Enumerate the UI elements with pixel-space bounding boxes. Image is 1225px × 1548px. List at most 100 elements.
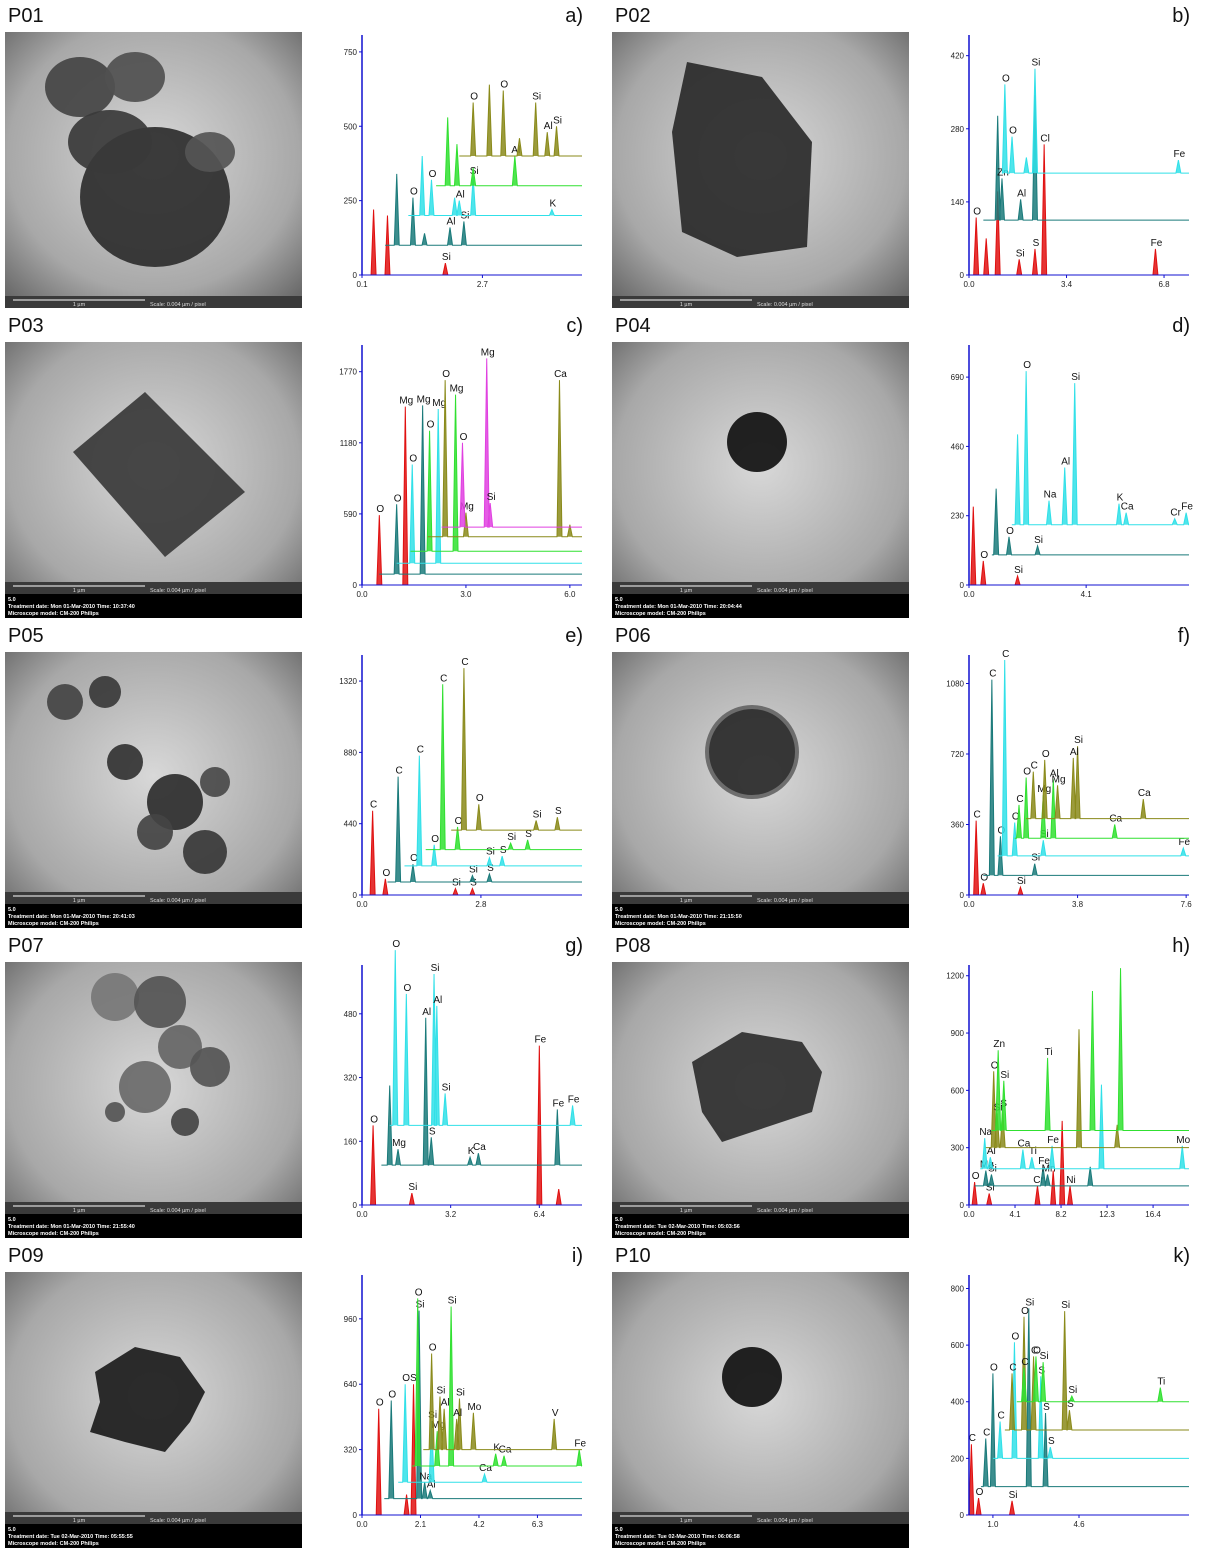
magnification: 5.0 — [8, 1217, 16, 1223]
peak-label: C — [440, 673, 447, 684]
treatment-date: Treatment date: Tue 02-Mar-2010 Time: 05… — [615, 1224, 740, 1230]
peak-label: Si — [486, 847, 495, 858]
peak-label: O — [973, 207, 981, 218]
y-tick-label: 690 — [951, 373, 965, 382]
y-tick-label: 200 — [951, 1454, 965, 1463]
peak-label: O — [442, 369, 450, 380]
peak-label: O — [376, 504, 384, 515]
y-tick-label: 0 — [960, 1201, 965, 1210]
peak-label: S — [1048, 1436, 1055, 1447]
y-tick-label: 320 — [344, 1446, 358, 1455]
y-tick-label: 0 — [960, 581, 965, 590]
y-tick-label: 0 — [353, 271, 358, 280]
x-tick-label: 0.0 — [356, 900, 368, 909]
peak-label: Na — [1044, 490, 1057, 501]
spectrum: 02004006008001.04.6COSiCOSiSCOSSCOCSiSCO… — [951, 1275, 1189, 1529]
microscope-model: Microscope model: CM-200 Philips — [8, 1541, 99, 1547]
peak-label: Si — [1040, 1351, 1049, 1362]
peak-label: O — [1009, 126, 1017, 137]
y-tick-label: 420 — [951, 52, 965, 61]
treatment-date: Treatment date: Tue 02-Mar-2010 Time: 05… — [8, 1534, 133, 1540]
spectrum-line — [1005, 1311, 1189, 1430]
peak-label: Mo — [467, 1402, 481, 1413]
treatment-date: Treatment date: Mon 01-Mar-2010 Time: 21… — [615, 914, 742, 920]
particle — [190, 1047, 230, 1087]
y-tick-label: 500 — [344, 122, 358, 131]
peak-label: Si — [448, 1296, 457, 1307]
peak-label: C — [1031, 761, 1038, 772]
peak-label: O — [1012, 1331, 1020, 1342]
scale-text: Scale: 0.004 µm / pixel — [150, 1518, 206, 1524]
micrograph-background — [612, 342, 909, 618]
peak-label: O — [972, 1171, 980, 1182]
scale-text: Scale: 0.004 µm / pixel — [757, 1518, 813, 1524]
micrograph: 1 µmScale: 0.004 µm / pixel5.0Treatment … — [5, 342, 302, 618]
peak-label: Al — [422, 1007, 431, 1018]
peak-label: Si — [442, 1082, 451, 1093]
figure: P01a)1 µmScale: 0.004 µm / pixel02505007… — [0, 0, 1225, 1548]
scale-text: Scale: 0.004 µm / pixel — [150, 588, 206, 594]
peak-label: O — [976, 1487, 984, 1498]
y-tick-label: 360 — [951, 821, 965, 830]
peak-label: Si — [1009, 1490, 1018, 1501]
particle — [727, 412, 787, 472]
panel-id: P06 — [615, 625, 651, 647]
peak-label: Si — [408, 1182, 417, 1193]
peak-label: O — [427, 420, 435, 431]
scale-text: Scale: 0.004 µm / pixel — [150, 1208, 206, 1214]
x-tick-label: 0.0 — [963, 1210, 975, 1219]
y-tick-label: 320 — [344, 1074, 358, 1083]
scale-bar-label: 1 µm — [680, 302, 693, 308]
microscope-model: Microscope model: CM-200 Philips — [615, 1541, 706, 1547]
y-tick-label: 600 — [951, 1086, 965, 1095]
y-tick-label: 0 — [353, 1511, 358, 1520]
peak-label: Si — [456, 1388, 465, 1399]
microscope-model: Microscope model: CM-200 Philips — [8, 611, 99, 617]
x-tick-label: 2.1 — [415, 1520, 427, 1529]
panel-id: P10 — [615, 1245, 651, 1267]
peak-label: V — [552, 1408, 559, 1419]
peak-label: Al — [1061, 457, 1070, 468]
y-tick-label: 300 — [951, 1144, 965, 1153]
peak-label: Si — [431, 963, 440, 974]
x-tick-label: 7.6 — [1181, 900, 1193, 909]
peak-label: O — [394, 493, 402, 504]
spectrum: 02505007500.12.7SiOAlSiOAlSiKAlOOSiAlSi — [344, 35, 582, 289]
x-tick-label: 1.0 — [987, 1520, 999, 1529]
peak-label: O — [990, 1362, 998, 1373]
panel-id: P02 — [615, 5, 651, 27]
panel: P07g)1 µmScale: 0.004 µm / pixel5.0Treat… — [5, 935, 583, 1238]
spectrum-line — [1012, 371, 1189, 525]
scale-text: Scale: 0.004 µm / pixel — [150, 898, 206, 904]
scale-bar-label: 1 µm — [73, 1518, 86, 1524]
peak-label: Ca — [554, 369, 567, 380]
peak-label: O — [1002, 73, 1010, 84]
y-tick-label: 600 — [951, 1341, 965, 1350]
peak-label: Mo — [1176, 1135, 1190, 1146]
scale-bar-label: 1 µm — [73, 1208, 86, 1214]
peak-label: Ti — [1157, 1377, 1165, 1388]
peak-label: Zn — [993, 1039, 1005, 1050]
peak-label: C — [395, 766, 402, 777]
peak-label: O — [388, 1390, 396, 1401]
peak-label: Al — [456, 190, 465, 201]
peak-label: K — [550, 199, 557, 210]
peak-label: Si — [1034, 535, 1043, 546]
y-tick-label: 640 — [344, 1380, 358, 1389]
peak-label: Ca — [499, 1445, 512, 1456]
spectrum: 01402804200.03.46.8OSiSClFeZnAlOOSiFe — [951, 35, 1189, 289]
peak-label: O — [376, 1398, 384, 1409]
peak-label: O — [500, 80, 508, 91]
peak-label: C — [1002, 649, 1009, 660]
peak-label: O — [431, 834, 439, 845]
panel-letter: i) — [572, 1245, 583, 1267]
x-tick-label: 16.4 — [1145, 1210, 1161, 1219]
peak-label: Fe — [1181, 502, 1193, 513]
peak-label: Mg — [1052, 774, 1066, 785]
x-tick-label: 3.2 — [445, 1210, 457, 1219]
peak-label: Al — [441, 1398, 450, 1409]
micrograph: 1 µmScale: 0.004 µm / pixel5.0Treatment … — [5, 962, 302, 1238]
peak-label: C — [417, 745, 424, 756]
